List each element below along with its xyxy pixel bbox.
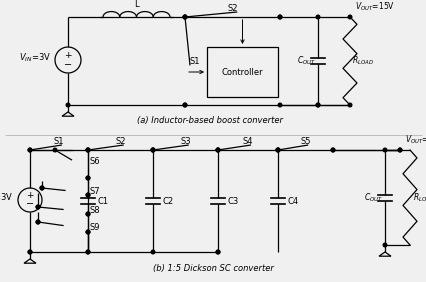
Text: (b) 1:5 Dickson SC converter: (b) 1:5 Dickson SC converter: [152, 263, 273, 272]
Circle shape: [86, 193, 89, 197]
Circle shape: [28, 250, 32, 254]
Circle shape: [183, 15, 186, 19]
Circle shape: [36, 205, 40, 209]
Circle shape: [216, 250, 219, 254]
Text: −: −: [64, 60, 72, 69]
Circle shape: [216, 250, 219, 254]
Circle shape: [86, 176, 89, 180]
Circle shape: [36, 220, 40, 224]
Text: L: L: [134, 0, 138, 9]
Circle shape: [86, 212, 89, 216]
Circle shape: [36, 205, 40, 209]
Text: S1: S1: [189, 56, 200, 65]
Text: $C_{OUT}$: $C_{OUT}$: [363, 191, 382, 204]
Circle shape: [86, 212, 89, 216]
Text: C3: C3: [227, 197, 239, 206]
Circle shape: [151, 148, 155, 152]
Circle shape: [86, 176, 89, 180]
Text: C2: C2: [163, 197, 174, 206]
Circle shape: [28, 148, 32, 152]
Text: S1: S1: [54, 136, 64, 146]
Circle shape: [40, 186, 44, 190]
Text: $V_{OUT}$=15V: $V_{OUT}$=15V: [404, 133, 426, 146]
Text: S9: S9: [90, 222, 100, 232]
Text: $R_{LOAD}$: $R_{LOAD}$: [351, 55, 373, 67]
Circle shape: [216, 148, 219, 152]
Circle shape: [331, 148, 334, 152]
Text: S8: S8: [90, 206, 101, 215]
Text: S6: S6: [90, 157, 101, 166]
Text: +: +: [26, 191, 34, 200]
Text: S2: S2: [227, 3, 237, 12]
Circle shape: [278, 15, 281, 19]
Circle shape: [86, 193, 89, 197]
Text: C4: C4: [287, 197, 299, 206]
Circle shape: [316, 15, 319, 19]
Circle shape: [183, 103, 186, 107]
Circle shape: [53, 148, 57, 152]
Circle shape: [382, 243, 386, 247]
Circle shape: [183, 15, 186, 19]
Circle shape: [86, 148, 89, 152]
Circle shape: [86, 230, 89, 234]
Circle shape: [278, 15, 281, 19]
Circle shape: [86, 250, 89, 254]
Circle shape: [347, 103, 351, 107]
Circle shape: [276, 148, 279, 152]
Circle shape: [276, 148, 279, 152]
Circle shape: [151, 250, 155, 254]
Circle shape: [66, 103, 69, 107]
Circle shape: [151, 148, 155, 152]
Circle shape: [216, 148, 219, 152]
Circle shape: [86, 230, 89, 234]
Circle shape: [316, 103, 319, 107]
Text: S2: S2: [115, 136, 125, 146]
Text: (a) Inductor-based boost converter: (a) Inductor-based boost converter: [137, 116, 282, 124]
Circle shape: [216, 148, 219, 152]
Text: $V_{IN}$=3V: $V_{IN}$=3V: [19, 52, 51, 64]
Text: $V_{OUT}$=15V: $V_{OUT}$=15V: [354, 1, 394, 13]
Text: C1: C1: [98, 197, 109, 206]
Text: $V_{IN}$=3V: $V_{IN}$=3V: [0, 192, 13, 204]
Circle shape: [397, 148, 401, 152]
Circle shape: [347, 15, 351, 19]
Text: Controller: Controller: [221, 67, 263, 76]
Circle shape: [36, 220, 40, 224]
Circle shape: [151, 148, 155, 152]
Circle shape: [40, 186, 44, 190]
Text: S7: S7: [90, 187, 101, 196]
Circle shape: [278, 103, 281, 107]
Text: $C_{OUT}$: $C_{OUT}$: [296, 55, 315, 67]
Bar: [207, 47, 277, 97]
Text: $R_{LOAD}$: $R_{LOAD}$: [412, 191, 426, 204]
Text: +: +: [64, 51, 72, 60]
Text: −: −: [26, 199, 34, 210]
Text: S3: S3: [180, 136, 190, 146]
Circle shape: [276, 148, 279, 152]
Circle shape: [28, 148, 32, 152]
Circle shape: [86, 250, 89, 254]
Circle shape: [316, 103, 319, 107]
Text: S5: S5: [299, 136, 310, 146]
Circle shape: [331, 148, 334, 152]
Circle shape: [86, 148, 89, 152]
Circle shape: [28, 250, 32, 254]
Circle shape: [397, 148, 401, 152]
Text: S4: S4: [242, 136, 253, 146]
Circle shape: [382, 148, 386, 152]
Circle shape: [183, 15, 186, 19]
Circle shape: [86, 148, 89, 152]
Circle shape: [183, 103, 186, 107]
